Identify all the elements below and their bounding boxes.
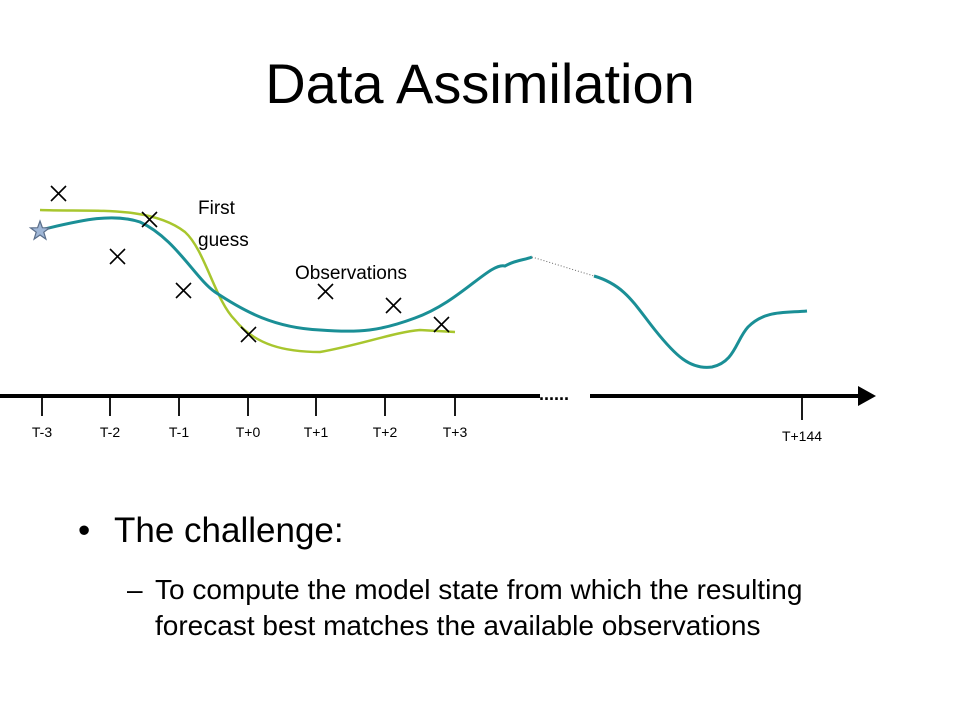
sub-bullet-item: – To compute the model state from which … — [127, 572, 927, 644]
forecast-gap-line — [531, 256, 595, 277]
x-mark-icon — [240, 326, 257, 343]
axis-gap-marker: ...... — [539, 384, 569, 404]
time-label: T+3 — [443, 424, 468, 440]
time-label: T-1 — [169, 424, 189, 440]
time-label: T+1 — [304, 424, 329, 440]
x-mark-icon — [175, 282, 192, 299]
bullet-item: • The challenge: — [78, 510, 344, 552]
axis-arrowhead-icon — [858, 386, 876, 406]
first-guess-curve — [39, 208, 456, 354]
first-guess-label-line2: guess — [198, 230, 249, 251]
observations-label: Observations — [295, 263, 407, 284]
axis-ticks — [41, 396, 803, 420]
sub-bullet-text: To compute the model state from which th… — [155, 574, 803, 641]
x-mark-icon — [141, 211, 158, 228]
time-label: T+0 — [236, 424, 261, 440]
x-mark-icon — [317, 283, 334, 300]
first-guess-label-line1: First — [198, 198, 236, 219]
x-mark-icon — [50, 185, 67, 202]
forecast-curve — [593, 274, 808, 369]
star-icon — [28, 219, 52, 241]
bullet-text: The challenge: — [114, 511, 344, 550]
sub-bullet-marker: – — [127, 574, 143, 605]
time-label: T+2 — [373, 424, 398, 440]
time-label: T-2 — [100, 424, 120, 440]
observations-group — [50, 185, 450, 343]
bullet-marker: • — [78, 511, 91, 550]
x-mark-icon — [433, 316, 450, 333]
time-label: T-3 — [32, 424, 52, 440]
slide-title: Data Assimilation — [265, 52, 695, 115]
analysis-curve — [39, 216, 533, 333]
time-label-final: T+144 — [782, 428, 822, 444]
x-mark-icon — [385, 297, 402, 314]
x-mark-icon — [109, 248, 126, 265]
data-assimilation-diagram: First guess Observations ...... T-3 T-2 … — [0, 185, 876, 444]
